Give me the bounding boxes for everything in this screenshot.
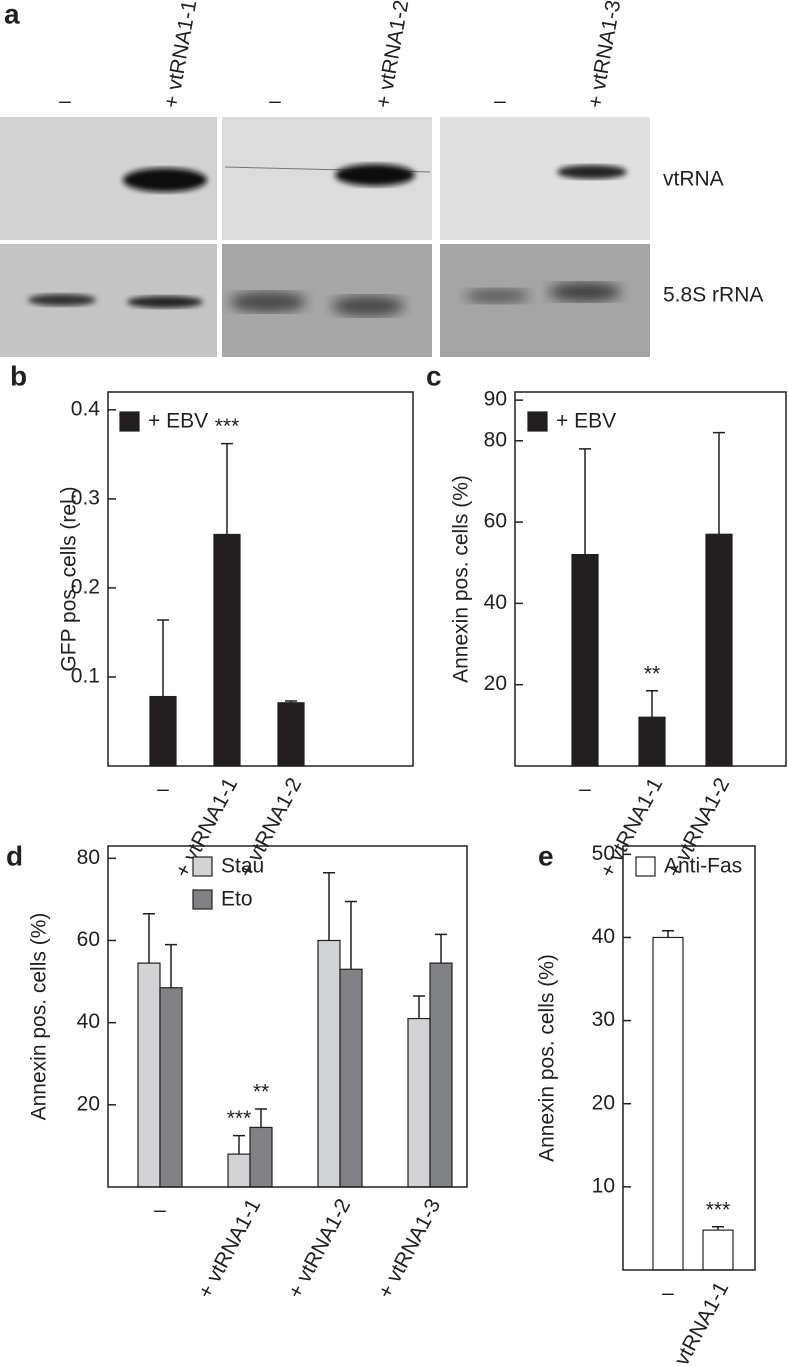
y-axis-label: Annexin pos. cells (%) bbox=[536, 954, 559, 1162]
y-tick-label: 0.4 bbox=[71, 397, 101, 420]
x-tick-label: – bbox=[157, 778, 169, 801]
lane-label: – bbox=[269, 90, 281, 113]
error-bar bbox=[345, 900, 357, 970]
x-tick-label: – bbox=[579, 778, 591, 801]
panel-letter: d bbox=[6, 840, 23, 871]
y-tick-label: 30 bbox=[592, 1008, 615, 1031]
error-bar bbox=[323, 871, 335, 941]
legend-label: + EBV bbox=[148, 410, 208, 433]
legend-swatch bbox=[635, 856, 656, 877]
significance: *** bbox=[706, 1198, 731, 1221]
y-tick-label: 60 bbox=[77, 928, 100, 951]
error-bar bbox=[233, 1134, 245, 1155]
lane-label: – bbox=[494, 90, 506, 113]
y-axis-label: GFP pos. cells (rel.) bbox=[58, 486, 81, 671]
significance: ** bbox=[253, 1080, 269, 1103]
blot bbox=[0, 117, 650, 357]
x-tick-label: + vtRNA1-3 bbox=[374, 1195, 446, 1302]
plot-frame bbox=[107, 845, 468, 1188]
error-bar bbox=[579, 448, 591, 555]
x-tick-label: + vtRNA1-1 bbox=[596, 774, 668, 881]
bar bbox=[638, 716, 666, 767]
lane-label: + vtRNA1-2 bbox=[372, 0, 414, 110]
error-bar bbox=[646, 690, 658, 718]
legend-swatch bbox=[192, 856, 213, 877]
y-tick-label: 20 bbox=[77, 1092, 100, 1115]
bar bbox=[213, 533, 241, 767]
y-tick-label: 40 bbox=[484, 591, 507, 614]
error-bar bbox=[143, 913, 155, 964]
legend-label: Anti-Fas bbox=[664, 855, 742, 878]
legend-swatch bbox=[527, 411, 548, 432]
y-tick-label: 80 bbox=[484, 428, 507, 451]
bar bbox=[429, 962, 453, 1188]
y-tick-label: 80 bbox=[77, 846, 100, 869]
y-axis-label: Annexin pos. cells (%) bbox=[450, 475, 473, 683]
lane-label: – bbox=[59, 90, 71, 113]
plot-frame bbox=[107, 391, 414, 767]
lane-label: + vtRNA1-1 bbox=[160, 0, 202, 110]
y-tick-label: 50 bbox=[592, 842, 615, 865]
error-bar bbox=[157, 619, 169, 697]
row-label: vtRNA bbox=[663, 168, 724, 191]
y-tick-label: 90 bbox=[484, 388, 507, 411]
error-bar bbox=[255, 1108, 267, 1128]
bar bbox=[339, 968, 363, 1188]
legend-swatch bbox=[119, 411, 140, 432]
y-tick-label: 20 bbox=[484, 672, 507, 695]
y-tick-label: 0.2 bbox=[71, 575, 100, 598]
error-bar bbox=[413, 995, 425, 1019]
x-tick-label: + vtRNA1-1 bbox=[194, 1195, 266, 1302]
bar bbox=[149, 695, 177, 767]
panel-letter: e bbox=[538, 840, 554, 871]
plot-frame bbox=[622, 845, 756, 1271]
bar bbox=[277, 702, 305, 767]
bar bbox=[571, 554, 599, 767]
error-bar bbox=[165, 943, 177, 988]
error-bar bbox=[435, 933, 447, 964]
plot-frame bbox=[514, 391, 787, 767]
panel-letter: c bbox=[426, 360, 442, 391]
error-bar bbox=[662, 930, 674, 938]
bar bbox=[705, 533, 733, 767]
y-tick-label: 20 bbox=[592, 1091, 615, 1114]
y-tick-label: 0.1 bbox=[71, 664, 100, 687]
significance: *** bbox=[227, 1107, 252, 1130]
x-tick-label: – bbox=[662, 1282, 674, 1305]
panel-letter: b bbox=[10, 360, 27, 391]
y-tick-label: 0.3 bbox=[71, 486, 100, 509]
x-tick-label: – bbox=[154, 1199, 166, 1222]
y-tick-label: 40 bbox=[592, 925, 615, 948]
significance: ** bbox=[644, 662, 660, 685]
error-bar bbox=[713, 431, 725, 535]
y-tick-label: 60 bbox=[484, 510, 507, 533]
legend-swatch bbox=[192, 889, 213, 910]
bar bbox=[407, 1017, 431, 1188]
bar bbox=[652, 936, 684, 1271]
bar bbox=[249, 1126, 273, 1188]
y-tick-label: 10 bbox=[592, 1174, 615, 1197]
panel-letter: a bbox=[4, 0, 20, 29]
bar bbox=[227, 1153, 251, 1188]
bar bbox=[159, 987, 183, 1188]
bar bbox=[317, 939, 341, 1188]
row-label: 5.8S rRNA bbox=[663, 284, 763, 307]
lane-label: + vtRNA1-3 bbox=[584, 0, 626, 110]
x-tick-label: + vtRNA1-2 bbox=[284, 1195, 356, 1302]
y-tick-label: 40 bbox=[77, 1010, 100, 1033]
error-bar bbox=[221, 442, 233, 535]
legend-label: Eto bbox=[221, 888, 253, 911]
bar bbox=[702, 1229, 734, 1271]
legend-label: + EBV bbox=[556, 410, 616, 433]
bar bbox=[137, 962, 161, 1188]
y-axis-label: Annexin pos. cells (%) bbox=[28, 913, 51, 1121]
significance: *** bbox=[215, 415, 240, 438]
legend-label: Stau bbox=[221, 855, 264, 878]
